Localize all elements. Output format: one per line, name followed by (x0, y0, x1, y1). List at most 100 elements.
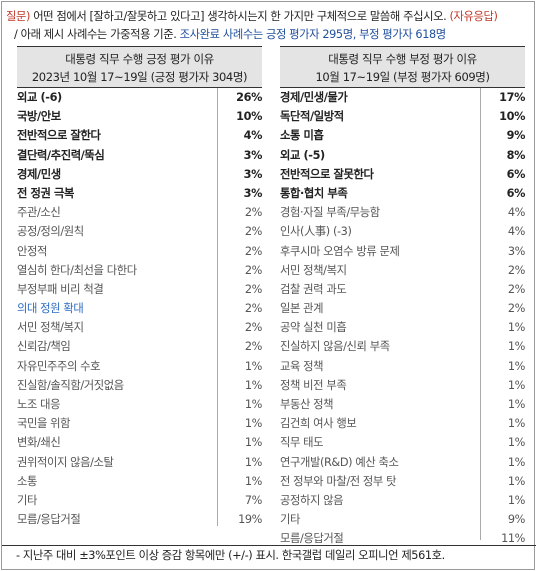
reason-row: 후쿠시마 오염수 방류 문제 3% (280, 242, 525, 261)
reason-label: 연구개발(R&D) 예산 축소 (280, 455, 399, 469)
reason-percent: 1% (244, 436, 263, 450)
negative-subtitle: 10월 17~19일 (부정 평가자 609명) (315, 70, 490, 84)
reason-row: 진실하지 않음/신뢰 부족 1% (280, 337, 525, 356)
reason-label: 전 정권 극복 (17, 186, 75, 200)
reason-percent: 2% (507, 282, 526, 296)
reason-row: 전반적으로 잘한다 4% (17, 126, 262, 145)
reason-row: 독단적/일방적 10% (280, 107, 525, 126)
reason-label: 공약 실천 미흡 (280, 321, 347, 335)
reason-percent: 2% (507, 302, 526, 316)
reason-row: 부정부패 비리 척결 2% (17, 280, 262, 299)
reason-percent: 1% (507, 493, 526, 507)
question-tag: (자유응답) (449, 10, 498, 23)
reason-label: 공정/정의/원칙 (17, 225, 84, 239)
reason-row: 국민을 위함 1% (17, 414, 262, 433)
reason-percent: 10% (236, 110, 262, 124)
reason-label: 안정적 (17, 244, 47, 258)
reason-row: 노조 대응 1% (17, 395, 262, 414)
reason-row: 일본 관계 2% (280, 299, 525, 318)
negative-title: 대통령 직무 수행 부정 평가 이유 (328, 52, 477, 66)
negative-column-divider (480, 88, 481, 540)
reason-percent: 11% (501, 532, 525, 546)
reason-label: 기타 (280, 513, 300, 527)
reason-percent: 2% (244, 225, 263, 239)
reason-percent: 2% (244, 244, 263, 258)
reason-row: 소통 1% (17, 472, 262, 491)
reason-percent: 2% (244, 302, 263, 316)
reason-percent: 4% (243, 129, 263, 143)
reason-label: 전반적으로 잘못한다 (280, 167, 374, 181)
reason-percent: 6% (506, 167, 526, 181)
reason-row: 공약 실천 미흡 1% (280, 318, 525, 337)
reason-percent: 1% (244, 455, 263, 469)
reason-label: 모름/응답거절 (280, 532, 344, 546)
reason-label: 기타 (17, 493, 37, 507)
reason-label: 서민 정책/복지 (17, 321, 84, 335)
reason-percent: 2% (244, 263, 263, 277)
reason-percent: 1% (507, 378, 526, 392)
reason-label: 부정부패 비리 척결 (17, 282, 104, 296)
reason-percent: 3% (243, 148, 263, 162)
reason-percent: 1% (244, 474, 263, 488)
reason-percent: 4% (507, 225, 526, 239)
reason-percent: 3% (243, 186, 263, 200)
reason-row: 신뢰감/책임 2% (17, 337, 262, 356)
reason-label: 외교 (-6) (17, 91, 62, 104)
reason-row: 통합·협치 부족 6% (280, 184, 525, 203)
reason-row: 주관/소신 2% (17, 203, 262, 222)
reason-row: 연구개발(R&D) 예산 축소 1% (280, 453, 525, 472)
sample-note-highlight: 조사완료 사례수는 긍정 평가자 295명, 부정 평가자 618명 (179, 28, 447, 41)
reason-row: 공정/정의/원칙 2% (17, 222, 262, 241)
reason-row: 정책 비전 부족 1% (280, 376, 525, 395)
reason-percent: 1% (244, 417, 263, 431)
reason-row: 직무 태도 1% (280, 433, 525, 452)
reason-percent: 8% (506, 148, 526, 162)
reason-label: 진실함/솔직함/거짓없음 (17, 378, 124, 392)
reason-row: 진실함/솔직함/거짓없음 1% (17, 376, 262, 395)
reason-percent: 1% (507, 359, 526, 373)
reason-percent: 1% (244, 398, 263, 411)
reason-row: 경제/민생/물가 17% (280, 88, 525, 107)
reason-label: 경험·자질 부족/무능함 (280, 206, 380, 220)
reason-label: 교육 정책 (280, 359, 324, 373)
reason-percent: 1% (507, 398, 526, 411)
reason-label: 권위적이지 않음/소탈 (17, 455, 114, 469)
reason-row: 전반적으로 잘못한다 6% (280, 165, 525, 184)
negative-reasons-list: 경제/민생/물가 17% 독단적/일방적 10% 소통 미흡 9% 외교 (-5) 8% 전반적… (280, 88, 525, 549)
reason-label: 국민을 위함 (17, 417, 71, 431)
reason-label: 외교 (-5) (280, 148, 325, 162)
sample-note: / 아래 제시 사례수는 가중적용 기준. 조사완료 사례수는 긍정 평가자 2… (14, 25, 534, 44)
reason-row: 김건희 여사 행보 1% (280, 414, 525, 433)
reason-label: 진실하지 않음/신뢰 부족 (280, 340, 390, 354)
reason-label: 독단적/일방적 (280, 110, 344, 124)
reason-row: 서민 정책/복지 2% (17, 318, 262, 337)
reason-percent: 9% (507, 513, 526, 527)
reason-label: 경제/민생 (17, 167, 61, 181)
reason-percent: 6% (506, 186, 526, 200)
question-line: 질문) 어떤 점에서 [잘하고/잘못하고 있다고] 생각하시는지 한 가지만 구… (6, 7, 534, 26)
negative-header: 대통령 직무 수행 부정 평가 이유 10월 17~19일 (부정 평가자 60… (280, 46, 525, 88)
positive-subtitle: 2023년 10월 17~19일 (긍정 평가자 304명) (31, 70, 248, 84)
reason-row: 기타 7% (17, 491, 262, 510)
reason-row: 자유민주주의 수호 1% (17, 357, 262, 376)
reason-percent: 3% (507, 244, 526, 258)
reason-row: 열심히 한다/최선을 다한다 2% (17, 261, 262, 280)
reason-label: 주관/소신 (17, 206, 61, 220)
reason-percent: 1% (507, 455, 526, 469)
reason-label: 결단력/추진력/뚝심 (17, 148, 105, 162)
reason-row: 소통 미흡 9% (280, 126, 525, 145)
reason-row: 인사(人事) (-3) 4% (280, 222, 525, 241)
reason-label: 열심히 한다/최선을 다한다 (17, 263, 137, 277)
reason-percent: 1% (507, 321, 526, 335)
reason-row: 공정하지 않음 1% (280, 491, 525, 510)
reason-row: 안정적 2% (17, 242, 262, 261)
reason-percent: 2% (244, 321, 263, 335)
positive-column-divider (217, 88, 218, 526)
reason-label: 소통 미흡 (280, 129, 324, 143)
reason-label: 직무 태도 (280, 436, 324, 450)
negative-panel: 대통령 직무 수행 부정 평가 이유 10월 17~19일 (부정 평가자 60… (280, 46, 525, 549)
reason-row: 변화/쇄신 1% (17, 433, 262, 452)
reason-row: 전 정권 극복 3% (17, 184, 262, 203)
reason-label: 전반적으로 잘한다 (17, 129, 101, 143)
